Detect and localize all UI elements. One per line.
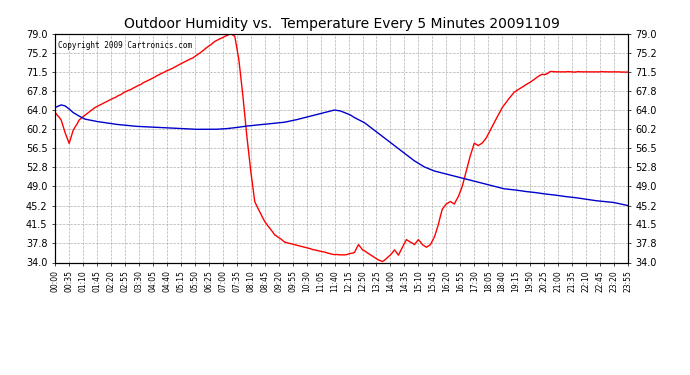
- Text: Copyright 2009 Cartronics.com: Copyright 2009 Cartronics.com: [58, 40, 193, 50]
- Title: Outdoor Humidity vs.  Temperature Every 5 Minutes 20091109: Outdoor Humidity vs. Temperature Every 5…: [124, 17, 560, 31]
